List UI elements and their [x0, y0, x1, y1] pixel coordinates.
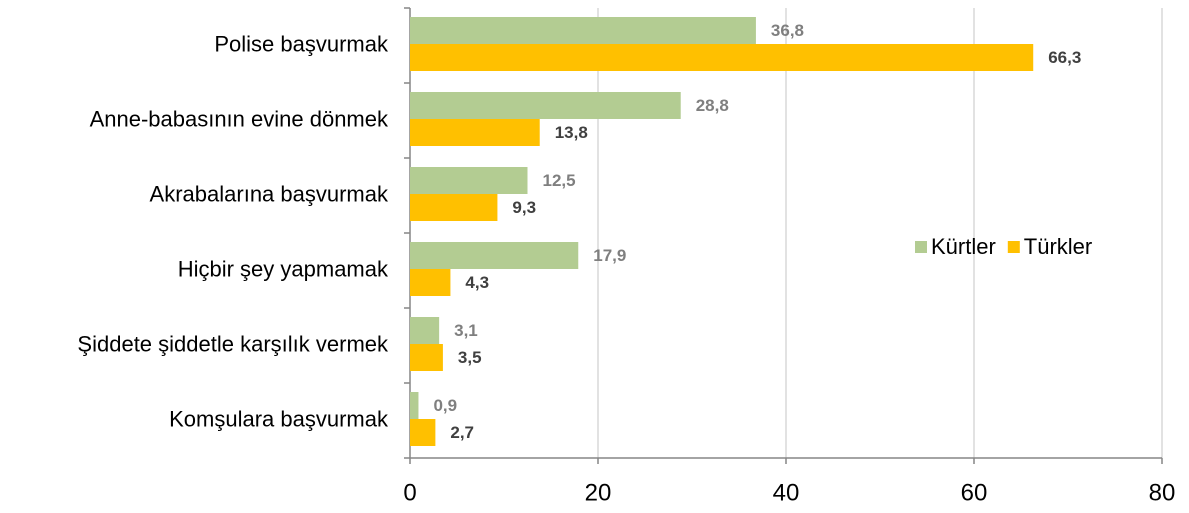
- y-tick-label: Akrabalarına başvurmak: [150, 181, 389, 206]
- bar: [410, 269, 451, 296]
- bar: [410, 317, 440, 344]
- x-tick-label: 60: [961, 479, 988, 506]
- bar: [410, 344, 443, 371]
- data-label: 4,3: [465, 273, 489, 292]
- bar: [410, 242, 579, 269]
- y-tick-label: Anne-babasının evine dönmek: [90, 106, 389, 131]
- bar: [410, 44, 1034, 71]
- bar: [410, 194, 498, 221]
- bar: [410, 119, 540, 146]
- data-label: 12,5: [543, 171, 576, 190]
- bar: [410, 92, 681, 119]
- data-label: 13,8: [555, 123, 588, 142]
- legend-label: Türkler: [1024, 234, 1092, 259]
- bar: [410, 167, 528, 194]
- data-label: 9,3: [512, 198, 536, 217]
- x-tick-label: 80: [1149, 479, 1176, 506]
- data-label: 28,8: [696, 96, 729, 115]
- data-label: 3,1: [454, 321, 478, 340]
- y-tick-label: Şiddete şiddetle karşılık vermek: [77, 331, 389, 356]
- bar: [410, 17, 756, 44]
- data-label: 2,7: [450, 423, 474, 442]
- bar: [410, 392, 419, 419]
- legend-swatch: [1007, 241, 1020, 253]
- x-tick-label: 0: [403, 479, 416, 506]
- data-label: 66,3: [1048, 48, 1081, 67]
- y-tick-label: Polise başvurmak: [214, 31, 389, 56]
- data-label: 3,5: [458, 348, 482, 367]
- data-label: 36,8: [771, 21, 804, 40]
- y-tick-label: Hiçbir şey yapmamak: [178, 256, 389, 281]
- legend-swatch: [915, 241, 927, 253]
- data-label: 0,9: [433, 396, 457, 415]
- x-tick-label: 40: [773, 479, 800, 506]
- legend-label: Kürtler: [931, 234, 996, 259]
- y-tick-label: Komşulara başvurmak: [169, 406, 389, 431]
- x-tick-label: 20: [585, 479, 612, 506]
- bar: [410, 419, 436, 446]
- data-label: 17,9: [593, 246, 626, 265]
